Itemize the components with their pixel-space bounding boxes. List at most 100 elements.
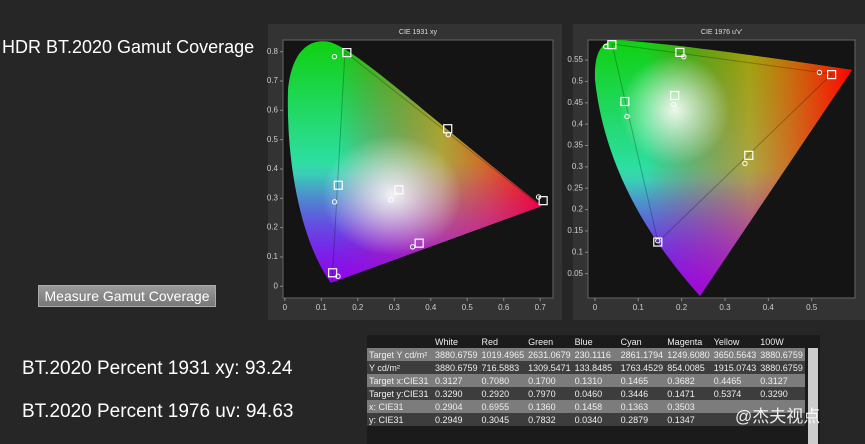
y-tick-label: 0.1 <box>572 247 584 256</box>
table-cell: 716.5883 <box>479 361 527 374</box>
column-header: Yellow <box>711 335 759 348</box>
table-row: y: CIE31 0.2949 0.3045 0.7832 0.0340 0.2879 0.… <box>367 413 805 426</box>
y-tick-label: 0.1 <box>267 252 279 261</box>
table-cell: 0.3127 <box>758 374 805 387</box>
measured-point <box>409 244 416 250</box>
measured-point <box>331 53 338 60</box>
table-cell: 0.6955 <box>479 400 527 413</box>
measured-point <box>816 69 823 76</box>
table-cell: 0.7832 <box>526 413 573 426</box>
y-tick-label: 0.4 <box>267 164 279 173</box>
x-tick-label: 0.3 <box>719 303 731 312</box>
x-tick-label: 0.2 <box>352 303 364 312</box>
target-point <box>620 96 630 107</box>
target-point <box>675 47 685 57</box>
table-cell: 133.8485 <box>572 361 619 374</box>
target-point <box>333 180 343 190</box>
y-tick-label: 0.3 <box>572 162 584 171</box>
table-cell: 0.0460 <box>572 387 619 400</box>
y-tick-label: 0.5 <box>572 77 584 86</box>
table-cell: 1249.6080 <box>665 348 712 361</box>
target-point <box>328 268 338 278</box>
x-tick-label: 0 <box>283 303 288 312</box>
x-tick-label: 0 <box>593 303 598 312</box>
measured-point <box>624 113 630 120</box>
measured-point <box>335 273 341 280</box>
y-tick-label: 0.35 <box>567 141 583 150</box>
y-tick-label: 0.2 <box>572 205 584 214</box>
table-row: Target Y cd/m² 3880.6759 1019.4965 2631.067… <box>367 348 805 361</box>
column-header: Magenta <box>665 335 712 348</box>
column-header: Cyan <box>618 335 666 348</box>
table-cell: 1763.4529 <box>618 361 666 374</box>
x-tick-label: 0.5 <box>806 303 818 312</box>
measured-point <box>671 101 677 108</box>
table-cell: 0.3127 <box>433 374 480 387</box>
table-row: Y cd/m² 3880.6759 716.5883 1309.5471 133.848… <box>367 361 805 374</box>
target-point <box>653 237 663 247</box>
table-cell: 0.3446 <box>618 387 666 400</box>
target-point <box>342 48 352 58</box>
table-cell: 0.2920 <box>479 387 527 400</box>
watermark: @杰夫视点 <box>735 407 821 426</box>
y-tick-label: 0.8 <box>267 47 279 56</box>
target-point <box>394 185 404 195</box>
target-point <box>670 90 680 101</box>
table-cell: 3650.5643 <box>711 348 759 361</box>
table-cell: 0.4465 <box>711 374 759 387</box>
table-cell <box>758 400 805 413</box>
table-cell: 3880.6759 <box>758 361 805 374</box>
measured-point <box>742 160 748 167</box>
y-tick-label: 0.7 <box>267 76 279 85</box>
table-cell: 0.2949 <box>433 413 480 426</box>
table-cell: 0.0340 <box>572 413 619 426</box>
x-tick-label: 0.4 <box>763 303 775 312</box>
table-cell: 0.1347 <box>665 413 712 426</box>
table-cell: 0.5374 <box>711 387 759 400</box>
table-cell <box>758 413 805 426</box>
y-tick-label: 0.2 <box>267 223 279 232</box>
table-cell: 0.1465 <box>618 374 666 387</box>
y-tick-label: 0.15 <box>567 226 583 235</box>
y-tick-label: 0.6 <box>267 105 279 114</box>
y-tick-label: 0.45 <box>567 98 583 107</box>
measured-point <box>535 194 542 200</box>
target-point <box>414 238 424 248</box>
table-cell: 0.3290 <box>433 387 480 400</box>
table-cell: 0.1310 <box>572 374 619 387</box>
table-cell: 1019.4965 <box>479 348 527 361</box>
x-tick-label: 0.3 <box>389 303 401 312</box>
table-cell: 3880.6759 <box>433 348 480 361</box>
target-point <box>826 69 837 80</box>
table-cell: 0.1471 <box>665 387 712 400</box>
table-cell: 854.0085 <box>665 361 712 374</box>
table-cell: 0.3503 <box>665 400 712 413</box>
y-tick-label: 0.55 <box>567 55 583 64</box>
table-cell: 3880.6759 <box>758 348 805 361</box>
table-cell: 3880.6759 <box>433 361 480 374</box>
scrollbar[interactable] <box>808 348 818 444</box>
result-1976: BT.2020 Percent 1976 uv: 94.63 <box>22 401 294 422</box>
table-cell: 0.3290 <box>758 387 805 400</box>
gamut-horseshoe <box>594 40 852 296</box>
measured-point <box>655 238 661 244</box>
x-tick-label: 0.6 <box>498 303 510 312</box>
x-tick-label: 0.7 <box>535 303 547 312</box>
corner-cell <box>367 335 433 348</box>
table-cell <box>711 400 759 413</box>
chart-title: CIE 1931 xy <box>399 29 438 36</box>
table-cell: 1915.0743 <box>711 361 759 374</box>
results-table: White Red Green Blue Cyan Magenta Yellow 100W Ta… <box>367 335 820 444</box>
x-tick-label: 0.5 <box>462 303 474 312</box>
row-label: y: CIE31 <box>367 413 433 426</box>
row-label: Target Y cd/m² <box>367 348 433 361</box>
x-tick-label: 0.1 <box>633 303 645 312</box>
table-cell: 0.1363 <box>618 400 666 413</box>
chart-title: CIE 1976 u'v' <box>701 29 742 36</box>
column-header: White <box>433 335 480 348</box>
measure-button[interactable]: Measure Gamut Coverage <box>38 285 216 307</box>
measured-point <box>681 53 687 60</box>
y-tick-label: 0 <box>274 281 279 290</box>
table-cell: 0.2879 <box>618 413 666 426</box>
